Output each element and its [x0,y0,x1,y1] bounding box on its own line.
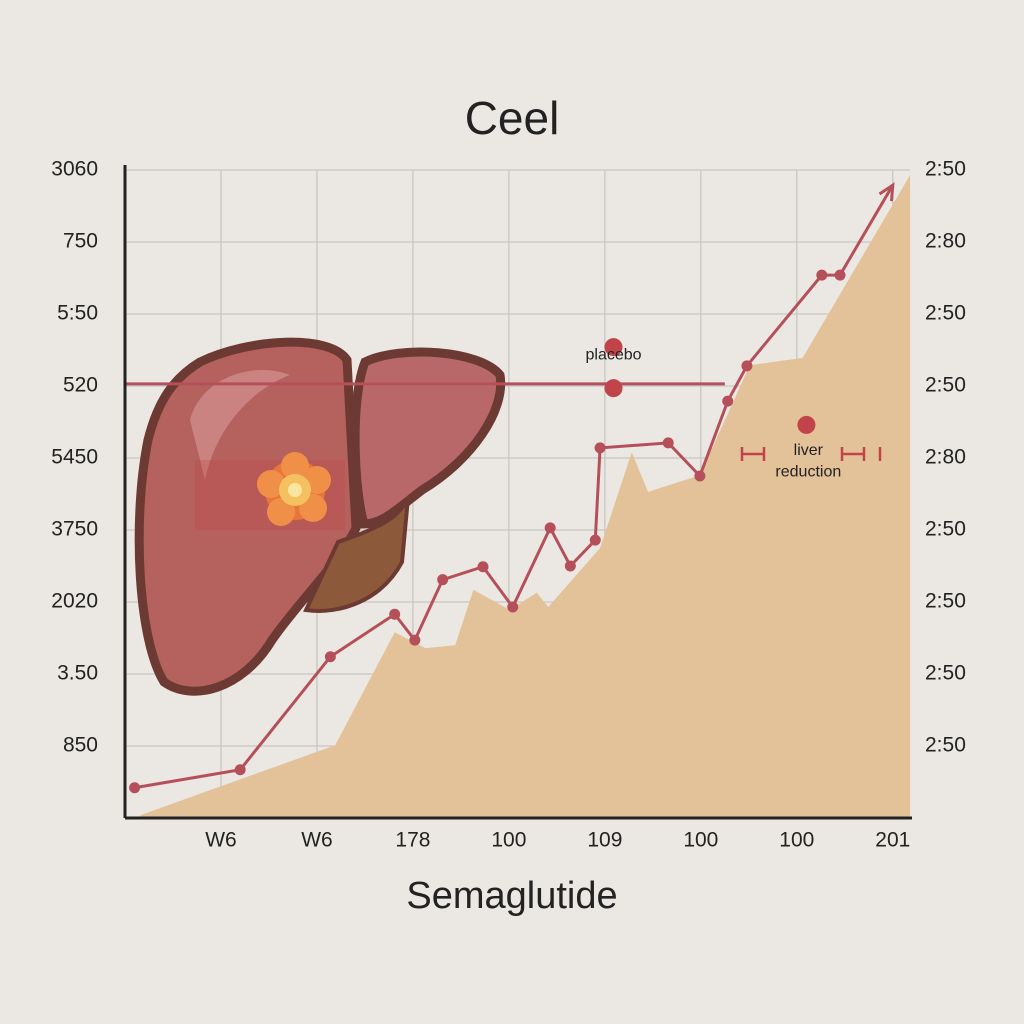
marker [694,470,706,482]
y2-tick-label: 2:50 [925,662,966,685]
y2-tick-label: 2:50 [925,734,966,757]
marker [129,782,141,794]
marker [324,651,336,663]
marker [662,437,674,449]
plot [140,175,911,819]
y2-tick-label: 2:50 [925,590,966,613]
x-tick-label: 178 [395,829,430,852]
y-tick-label: 520 [63,374,98,397]
marker [589,534,601,546]
y-tick-label: 2020 [51,590,98,613]
marker [834,269,846,281]
liver-illustration [134,337,506,696]
x-tick-label: 201 [875,829,910,852]
marker [437,574,449,586]
y-tick-label: 5:50 [57,302,98,325]
area [140,175,911,819]
marker [234,764,246,776]
marker [507,601,519,613]
x-axis-label: Semaglutide [406,875,617,917]
x-tick-label: 100 [779,829,814,852]
bracket [740,447,882,461]
point [604,379,623,398]
x-tick-label: 100 [683,829,718,852]
annotation: placebo [585,346,641,363]
y-tick-label: 750 [63,230,98,253]
chart-title: Ceel [465,92,560,144]
liver-lobe [350,347,506,529]
lesion [257,452,331,526]
annotation: liver [794,442,824,459]
x-tick-label: 109 [587,829,622,852]
arrowhead [878,182,895,202]
y-tick-label: 3750 [51,518,98,541]
x-tick-label: W6 [301,829,333,852]
y2-tick-label: 2:80 [925,230,966,253]
y-tick-label: 3060 [51,158,98,181]
y-tick-label: 3.50 [57,662,98,685]
y2-tick-label: 2:50 [925,302,966,325]
marker [741,360,753,372]
point [797,415,816,434]
y2-tick-label: 2:50 [925,518,966,541]
marker [409,634,421,646]
x-tick-label: W6 [205,829,237,852]
annotation: reduction [775,464,841,481]
overlay: placebo liver reduction [125,182,895,794]
marker [544,522,556,534]
marker [722,395,734,407]
y2-tick-label: 2:50 [925,374,966,397]
y2-tick-label: 2:50 [925,158,966,181]
x-tick-label: 100 [491,829,526,852]
marker [594,442,606,454]
marker [564,560,576,572]
point [604,338,623,357]
y-tick-label: 850 [63,734,98,757]
marker [477,561,489,573]
marker [389,608,401,620]
marker [816,269,828,281]
y-tick-label: 5450 [51,446,98,469]
highlight [190,370,290,480]
gallbladder [303,497,410,613]
y2-tick-label: 2:80 [925,446,966,469]
